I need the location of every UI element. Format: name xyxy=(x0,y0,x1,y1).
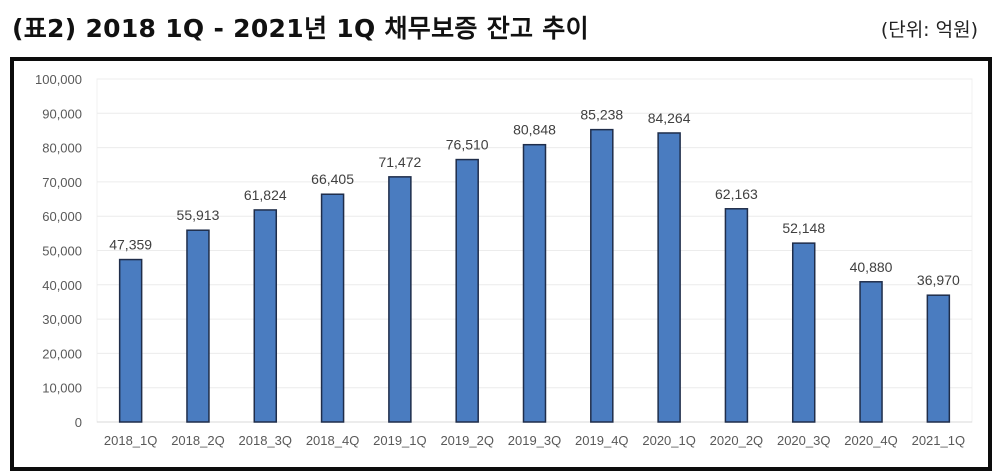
data-label: 62,163 xyxy=(715,186,758,202)
bar-2019_1Q xyxy=(388,176,412,423)
y-tick-label: 100,000 xyxy=(35,72,82,87)
y-axis: 0 10,000 20,000 30,000 40,000 50,000 60,000 70,… xyxy=(35,72,82,430)
x-tick-label: 2019_2Q xyxy=(440,433,494,448)
x-tick-label: 2020_4Q xyxy=(844,433,898,448)
y-tick-label: 70,000 xyxy=(42,175,82,190)
x-tick-label: 2018_2Q xyxy=(171,433,225,448)
data-label: 80,848 xyxy=(513,122,556,138)
bar-2020_1Q xyxy=(657,132,681,423)
data-label: 47,359 xyxy=(109,237,152,253)
x-tick-label: 2019_1Q xyxy=(373,433,427,448)
y-tick-label: 80,000 xyxy=(42,141,82,156)
unit-label: (단위: 억원) xyxy=(880,19,978,41)
data-label: 55,913 xyxy=(177,207,220,223)
y-tick-label: 50,000 xyxy=(42,244,82,259)
bar-2019_3Q xyxy=(522,143,547,423)
data-label: 52,148 xyxy=(782,220,825,236)
bar-2020_4Q xyxy=(859,281,883,423)
x-tick-label: 2019_4Q xyxy=(575,433,629,448)
data-label: 40,880 xyxy=(850,259,893,275)
bar-2018_4Q xyxy=(320,193,345,423)
bar-2019_2Q xyxy=(455,158,479,423)
data-label: 84,264 xyxy=(648,110,691,126)
bar-2020_2Q xyxy=(724,208,749,423)
bar-2018_3Q xyxy=(253,209,278,423)
bar-2021_1Q xyxy=(926,294,951,423)
bars: 47,359 55,913 61,824 66,405 71,472 76,510 80,8… xyxy=(109,107,960,423)
y-tick-label: 0 xyxy=(75,415,82,430)
data-label: 61,824 xyxy=(244,187,287,203)
x-tick-label: 2018_4Q xyxy=(306,433,360,448)
x-tick-label: 2019_3Q xyxy=(508,433,562,448)
data-label: 66,405 xyxy=(311,171,354,187)
data-label: 76,510 xyxy=(446,137,489,153)
bar-2018_1Q xyxy=(118,258,143,423)
data-label: 71,472 xyxy=(378,154,421,170)
x-tick-label: 2018_1Q xyxy=(104,433,158,448)
x-tick-label: 2021_1Q xyxy=(912,433,966,448)
chart-title: (표2) 2018 1Q - 2021년 1Q 채무보증 잔고 추이 xyxy=(12,14,589,43)
x-axis: 2018_1Q 2018_2Q 2018_3Q 2018_4Q 2019_1Q 2019_… xyxy=(104,433,965,448)
bar-2020_3Q xyxy=(791,242,816,423)
x-tick-label: 2018_3Q xyxy=(239,433,293,448)
y-tick-label: 30,000 xyxy=(42,312,82,327)
data-label: 85,238 xyxy=(580,107,623,123)
x-tick-label: 2020_3Q xyxy=(777,433,831,448)
x-tick-label: 2020_2Q xyxy=(710,433,764,448)
y-tick-label: 40,000 xyxy=(42,278,82,293)
y-tick-label: 60,000 xyxy=(42,209,82,224)
y-tick-label: 10,000 xyxy=(42,381,82,396)
y-tick-label: 90,000 xyxy=(42,106,82,121)
data-label: 36,970 xyxy=(917,272,960,288)
bar-2018_2Q xyxy=(186,229,210,423)
y-tick-label: 20,000 xyxy=(42,346,82,361)
x-tick-label: 2020_1Q xyxy=(642,433,696,448)
bar-2019_4Q xyxy=(590,128,614,423)
chart-frame xyxy=(10,57,992,471)
